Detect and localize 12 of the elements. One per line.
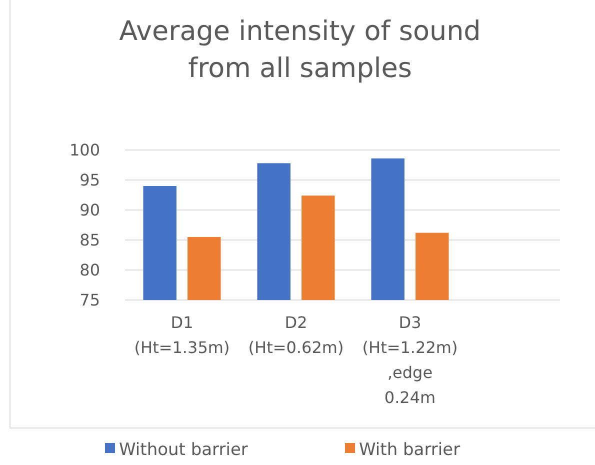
chart-title: Average intensity of sound from all samples (119, 16, 481, 84)
x-tick-label: D2 (Ht=0.62m) (248, 313, 344, 357)
y-tick-label: 80 (80, 260, 100, 280)
y-tick-label: 85 (80, 230, 100, 250)
legend-label: Without barrier (119, 440, 248, 460)
y-tick-label: 95 (80, 170, 100, 190)
y-tick-label: 100 (69, 140, 100, 160)
y-tick-label: 75 (80, 290, 100, 310)
x-tick-label: D3 (Ht=1.22m) ,edge 0.24m (362, 313, 458, 407)
y-tick-label: 90 (80, 200, 100, 220)
legend-label: With barrier (359, 440, 460, 460)
x-tick-label: D1 (Ht=1.35m) (134, 313, 230, 357)
